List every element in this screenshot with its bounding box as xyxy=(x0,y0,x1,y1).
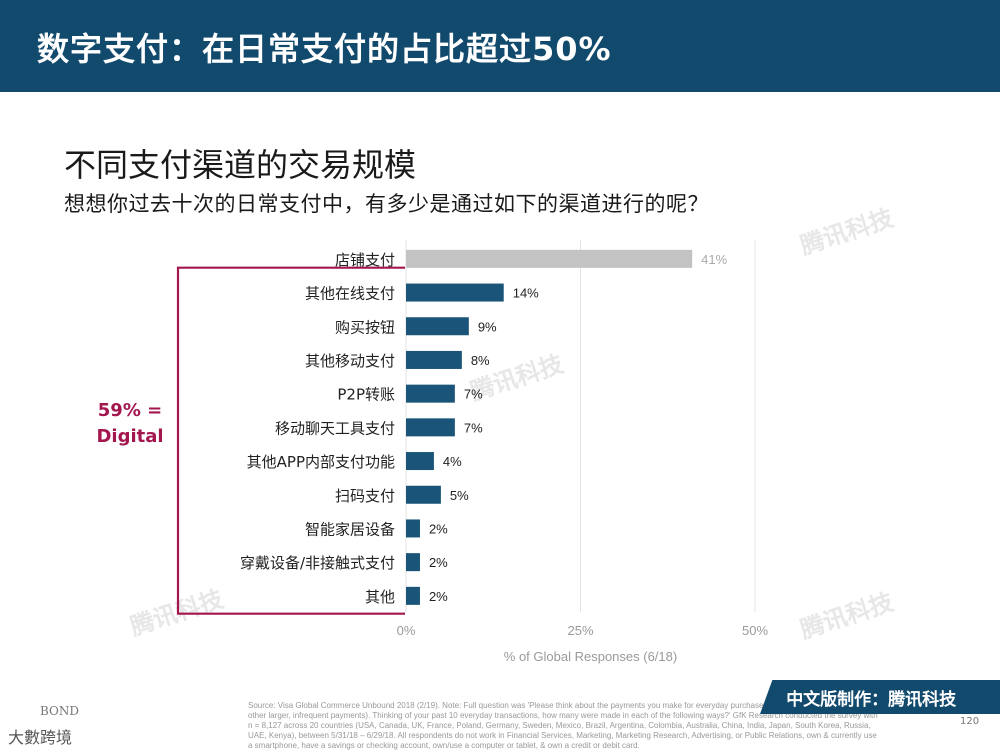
bar xyxy=(406,418,455,437)
digital-share-line1: 59% = xyxy=(97,400,163,421)
category-label: 穿戴设备/非接触式支付 xyxy=(240,554,395,572)
value-label: 8% xyxy=(471,353,490,368)
bar xyxy=(406,384,455,403)
producer-badge-text: 中文版制作：腾讯科技 xyxy=(786,689,957,710)
page-number: 120 xyxy=(960,716,980,727)
bar xyxy=(406,485,441,504)
category-label: 店铺支付 xyxy=(335,251,395,269)
bar xyxy=(406,553,420,572)
header-bar: 数字支付：在日常支付的占比超过50% xyxy=(0,0,1000,92)
page-title: 数字支付：在日常支付的占比超过50% xyxy=(37,30,612,68)
bar xyxy=(406,317,469,336)
category-label: P2P转账 xyxy=(337,386,395,404)
category-label: 扫码支付 xyxy=(335,487,395,505)
category-label: 购买按钮 xyxy=(335,318,395,336)
value-label: 2% xyxy=(429,589,448,604)
x-tick-label: 50% xyxy=(742,623,768,638)
value-label: 5% xyxy=(450,488,469,503)
bond-logo: BOND xyxy=(40,704,79,718)
survey-question: 想想你过去十次的日常支付中，有多少是通过如下的渠道进行的呢？ xyxy=(64,192,709,216)
value-label: 4% xyxy=(443,454,462,469)
digital-share-line2: Digital xyxy=(96,426,164,447)
digital-bracket xyxy=(176,266,405,615)
value-label: 2% xyxy=(429,521,448,536)
source-note: Source: Visa Global Commerce Unbound 201… xyxy=(248,701,878,750)
category-label: 智能家居设备 xyxy=(305,520,395,538)
bar xyxy=(406,350,462,369)
x-tick-label: 0% xyxy=(397,623,416,638)
value-label: 41% xyxy=(701,252,727,267)
bar xyxy=(406,249,693,268)
value-label: 7% xyxy=(464,420,483,435)
value-label: 2% xyxy=(429,555,448,570)
category-label: 其他APP内部支付功能 xyxy=(247,453,395,471)
category-label: 其他 xyxy=(365,588,395,606)
bar xyxy=(406,586,420,605)
category-label: 移动聊天工具支付 xyxy=(275,419,395,437)
chart-subtitle: 不同支付渠道的交易规模 xyxy=(64,146,417,184)
bar xyxy=(406,519,420,538)
category-label: 其他移动支付 xyxy=(305,352,395,370)
bar xyxy=(406,452,434,471)
digital-share-label: 59% = Digital xyxy=(84,398,176,450)
x-tick-label: 25% xyxy=(567,623,593,638)
value-label: 9% xyxy=(478,319,497,334)
corner-watermark: 大數跨境 xyxy=(8,728,73,747)
producer-badge: 中文版制作：腾讯科技 xyxy=(760,680,1000,714)
category-label: 其他在线支付 xyxy=(305,285,395,303)
value-label: 7% xyxy=(464,387,483,402)
bar xyxy=(406,283,504,302)
x-axis-title: % of Global Responses (6/18) xyxy=(504,649,677,664)
value-label: 14% xyxy=(513,286,539,301)
